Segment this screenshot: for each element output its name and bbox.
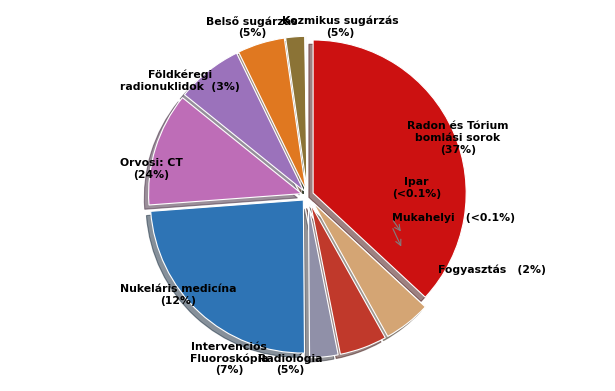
- Text: Kozmikus sugárzás
(5%): Kozmikus sugárzás (5%): [282, 16, 399, 38]
- Wedge shape: [151, 200, 304, 353]
- Wedge shape: [184, 53, 304, 191]
- Text: Intervenciós
Fluoroskópia
(7%): Intervenciós Fluoroskópia (7%): [190, 342, 268, 375]
- Wedge shape: [313, 203, 426, 336]
- Text: Belső sugárzás
(5%): Belső sugárzás (5%): [206, 16, 298, 38]
- Text: Nukeláris medicína
(12%): Nukeláris medicína (12%): [120, 284, 237, 306]
- Text: Fogyasztás   (2%): Fogyasztás (2%): [438, 265, 546, 275]
- Text: Mukahelyi   (<0.1%): Mukahelyi (<0.1%): [392, 213, 515, 224]
- Wedge shape: [313, 40, 466, 297]
- Wedge shape: [285, 36, 307, 189]
- Text: Ipar
(<0.1%): Ipar (<0.1%): [392, 177, 441, 199]
- Text: Földkéregi
radionuklidok  (3%): Földkéregi radionuklidok (3%): [120, 70, 240, 92]
- Wedge shape: [306, 36, 308, 189]
- Text: Radiológia
(5%): Radiológia (5%): [258, 353, 322, 375]
- Text: Orvosi: CT
(24%): Orvosi: CT (24%): [120, 158, 183, 179]
- Wedge shape: [307, 36, 308, 189]
- Wedge shape: [311, 204, 385, 354]
- Wedge shape: [305, 36, 308, 189]
- Wedge shape: [309, 204, 338, 358]
- Wedge shape: [149, 98, 301, 205]
- Wedge shape: [239, 38, 306, 190]
- Text: Radon és Tórium
bomlási sorok
(37%): Radon és Tórium bomlási sorok (37%): [407, 122, 509, 155]
